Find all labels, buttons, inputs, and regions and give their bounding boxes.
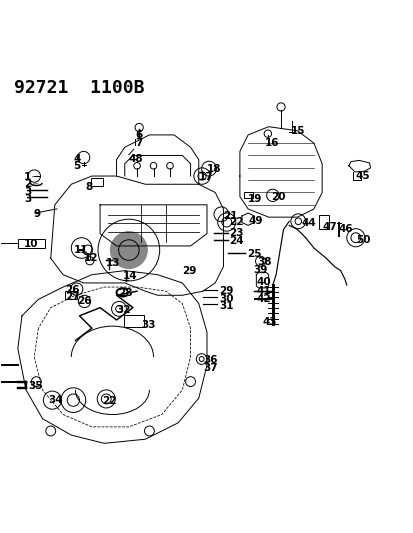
Text: 6: 6	[135, 130, 142, 140]
Text: 29: 29	[219, 286, 233, 296]
Text: 1: 1	[24, 172, 31, 182]
Text: 22: 22	[102, 395, 116, 406]
Bar	[243, 192, 252, 198]
Text: 40: 40	[256, 277, 271, 287]
Text: 19: 19	[247, 193, 262, 204]
Text: 14: 14	[122, 271, 137, 280]
Text: 36: 36	[202, 356, 217, 365]
Text: 41: 41	[256, 286, 271, 296]
Bar	[318, 215, 328, 230]
Text: 38: 38	[256, 257, 271, 268]
Text: 17: 17	[198, 172, 213, 182]
Text: 12: 12	[83, 253, 98, 263]
Text: 48: 48	[128, 154, 143, 164]
Text: 3: 3	[24, 187, 31, 197]
Text: 20: 20	[270, 191, 285, 201]
Text: 3: 3	[24, 193, 31, 204]
Text: 2: 2	[24, 179, 31, 189]
Text: 24: 24	[229, 236, 244, 246]
Text: 30: 30	[219, 294, 233, 304]
Bar	[123, 315, 143, 327]
Text: 43: 43	[262, 317, 276, 327]
Text: 37: 37	[202, 362, 217, 373]
Text: 49: 49	[247, 216, 262, 227]
Text: 45: 45	[354, 171, 369, 181]
Bar	[65, 291, 76, 300]
Text: 7: 7	[135, 138, 142, 148]
Text: 26: 26	[77, 296, 92, 306]
Text: 5: 5	[73, 161, 81, 171]
Text: 34: 34	[49, 395, 63, 405]
Text: 47: 47	[321, 222, 336, 232]
Text: 28: 28	[118, 288, 133, 298]
Bar	[91, 178, 103, 187]
Text: 9: 9	[33, 209, 40, 219]
Text: 23: 23	[229, 228, 244, 238]
Text: 92721  1100B: 92721 1100B	[14, 79, 144, 98]
Text: 44: 44	[301, 219, 316, 228]
Text: 42: 42	[256, 294, 271, 304]
Bar	[18, 239, 45, 248]
Text: 50: 50	[355, 235, 370, 245]
Text: 13: 13	[106, 258, 121, 268]
Text: 15: 15	[291, 126, 305, 136]
Text: 26: 26	[65, 285, 79, 295]
Text: 11: 11	[73, 245, 88, 255]
Text: 25: 25	[246, 249, 261, 259]
Text: 39: 39	[253, 265, 267, 275]
Text: 8: 8	[85, 182, 93, 192]
Text: 46: 46	[338, 224, 352, 235]
Text: 35: 35	[28, 381, 43, 391]
Text: 21: 21	[223, 211, 237, 221]
Text: 33: 33	[141, 320, 155, 330]
Text: 32: 32	[116, 305, 131, 314]
Text: 29: 29	[182, 265, 196, 276]
Text: 27: 27	[65, 292, 80, 302]
Text: 10: 10	[24, 239, 38, 249]
Circle shape	[110, 231, 147, 269]
Text: 16: 16	[264, 138, 278, 148]
Text: 18: 18	[206, 164, 221, 174]
Text: 31: 31	[219, 301, 233, 311]
Text: 22: 22	[228, 217, 243, 228]
Text: 4: 4	[73, 154, 81, 164]
